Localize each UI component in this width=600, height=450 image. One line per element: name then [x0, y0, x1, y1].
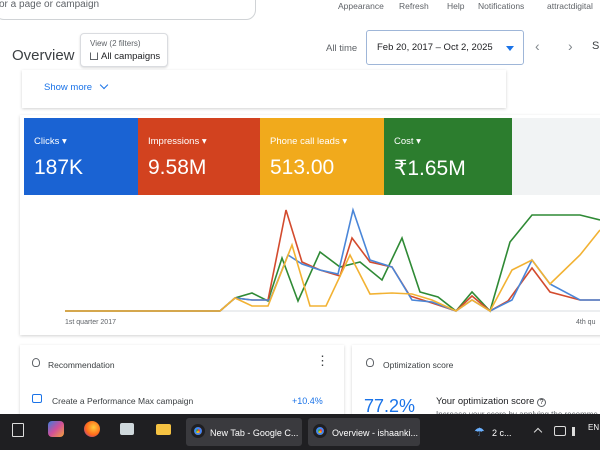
settings-icon[interactable]: S	[592, 40, 600, 52]
recommendation-heading: Recommendation	[48, 360, 115, 370]
next-period-icon[interactable]: ›	[568, 38, 573, 54]
chevron-down-icon	[99, 80, 108, 90]
view-filter-value: All campaigns	[90, 51, 160, 62]
x-tick-end: 4th qu	[576, 319, 596, 326]
search-input[interactable]: or a page or campaign	[0, 0, 100, 10]
optimization-card: Optimization score 77.2% Your optimizati…	[352, 345, 600, 420]
series-line	[65, 207, 600, 312]
recommendation-card: Recommendation ⋮ Create a Performance Ma…	[20, 345, 344, 420]
lightbulb-icon	[366, 358, 374, 367]
metric-value: 187K	[34, 156, 84, 179]
metric-tile-phone-call-leads[interactable]: Phone call leads ▾ 513.00	[260, 118, 384, 195]
metric-value: ₹1.65M	[394, 157, 466, 180]
network-icon[interactable]	[554, 426, 566, 436]
weather-icon[interactable]: ☂	[474, 425, 485, 439]
metric-tile-cost[interactable]: Cost ▾ ₹1.65M	[384, 118, 512, 195]
volume-icon[interactable]	[572, 427, 580, 436]
recommendation-uplift: +10.4%	[292, 396, 323, 406]
refresh-button[interactable]: Refresh	[399, 1, 429, 11]
help-icon[interactable]: ?	[537, 398, 547, 407]
firefox-icon[interactable]	[84, 421, 100, 437]
app-icon[interactable]	[120, 423, 134, 435]
optimization-heading: Optimization score	[383, 360, 454, 370]
dropdown-icon	[506, 46, 514, 51]
show-more-button[interactable]: Show more	[44, 80, 108, 93]
metric-label: Phone call leads ▾	[270, 136, 348, 147]
help-button[interactable]: Help	[447, 1, 465, 11]
all-time-label: All time	[326, 43, 358, 54]
search-box[interactable]: or a page or campaign	[0, 0, 256, 20]
view-filter-label: View (2 filters)	[90, 39, 141, 48]
more-options-icon[interactable]: ⋮	[316, 353, 329, 368]
metric-value: 513.00	[270, 156, 335, 179]
line-chart	[65, 207, 600, 313]
lightbulb-icon	[32, 358, 40, 367]
appearance-button[interactable]: Appearance	[338, 1, 384, 11]
metric-tile-clicks[interactable]: Clicks ▾ 187K	[24, 118, 138, 195]
date-range-picker[interactable]: Feb 20, 2017 – Oct 2, 2025	[366, 30, 524, 65]
optimization-title: Your optimization score ?	[436, 396, 547, 407]
series-line	[65, 229, 600, 313]
copilot-icon[interactable]	[48, 421, 64, 437]
taskbar-tab-overview-label: Overview - ishaanki...	[332, 428, 419, 438]
account-name[interactable]: attractdigital	[547, 1, 593, 11]
chrome-icon	[191, 424, 205, 438]
date-range-text: Feb 20, 2017 – Oct 2, 2025	[377, 42, 493, 53]
page-title: Overview	[12, 47, 75, 64]
optimization-score-value: 77.2%	[364, 396, 416, 416]
recommendation-item[interactable]: Create a Performance Max campaign	[52, 396, 194, 406]
file-explorer-icon[interactable]	[156, 424, 171, 435]
series-line	[65, 214, 600, 313]
summary-panel: Show more	[22, 70, 506, 108]
previous-period-icon[interactable]: ‹	[535, 38, 540, 54]
weather-text: 2 c...	[492, 428, 512, 438]
taskbar-tab-new-tab-label: New Tab - Google C...	[210, 428, 299, 438]
view-filter-button[interactable]: View (2 filters) All campaigns	[80, 33, 168, 67]
language-indicator[interactable]: EN	[588, 423, 600, 432]
metric-label: Cost ▾	[394, 136, 421, 147]
metric-label: Clicks ▾	[34, 136, 67, 147]
notifications-button[interactable]: Notifications	[478, 1, 525, 11]
metric-value: 9.58M	[148, 156, 207, 179]
metric-tile-impressions[interactable]: Impressions ▾ 9.58M	[138, 118, 260, 195]
campaigns-icon	[90, 52, 98, 60]
chrome-icon	[313, 424, 327, 438]
taskbar-tab-new-tab[interactable]	[186, 418, 302, 446]
task-view-icon[interactable]	[12, 423, 24, 437]
campaign-icon	[32, 394, 42, 403]
add-metric-tile[interactable]	[512, 118, 600, 195]
metric-label: Impressions ▾	[148, 136, 207, 147]
x-tick-start: 1st quarter 2017	[65, 319, 116, 326]
top-bar: or a page or campaign Appearance Refresh…	[0, 0, 600, 22]
